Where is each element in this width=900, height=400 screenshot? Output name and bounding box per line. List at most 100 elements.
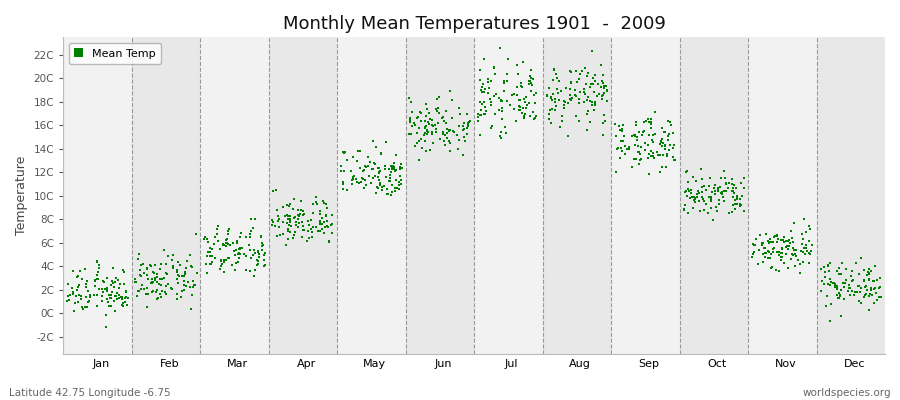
Point: [545, 77, 560, 83]
Point: [215, 241, 230, 248]
Point: [221, 241, 236, 248]
Point: [306, 201, 320, 207]
Point: [685, 194, 699, 200]
Point: [771, 268, 786, 274]
Point: [120, 302, 134, 308]
Point: [767, 244, 781, 251]
Point: [572, 71, 587, 78]
Point: [386, 166, 400, 172]
Point: [320, 223, 335, 230]
Point: [286, 196, 301, 202]
Point: [472, 77, 487, 83]
Point: [176, 273, 190, 279]
Point: [796, 216, 811, 222]
Point: [726, 182, 741, 188]
Point: [254, 234, 268, 240]
Point: [785, 251, 799, 258]
Point: [218, 257, 232, 263]
Point: [430, 105, 445, 111]
Point: [62, 296, 77, 303]
Point: [540, 93, 554, 99]
Point: [845, 277, 859, 284]
Point: [663, 142, 678, 148]
Point: [850, 283, 865, 289]
Point: [763, 239, 778, 245]
Point: [862, 293, 877, 300]
Point: [418, 130, 432, 136]
Point: [796, 259, 810, 265]
Point: [513, 97, 527, 103]
Point: [520, 102, 535, 109]
Point: [526, 76, 540, 82]
Point: [737, 185, 751, 191]
Point: [309, 199, 323, 206]
Point: [581, 70, 596, 76]
Point: [661, 137, 675, 144]
Point: [256, 242, 270, 248]
Point: [747, 249, 761, 256]
Point: [646, 150, 661, 156]
Point: [598, 83, 613, 90]
Point: [132, 251, 147, 258]
Point: [283, 229, 297, 235]
Point: [544, 106, 559, 112]
Point: [112, 295, 127, 301]
Point: [644, 152, 658, 159]
Point: [781, 265, 796, 271]
Point: [102, 302, 116, 309]
Point: [144, 280, 158, 286]
Point: [688, 198, 702, 205]
Point: [500, 129, 514, 136]
Point: [148, 276, 163, 283]
Point: [823, 260, 837, 266]
Point: [713, 183, 727, 190]
Point: [641, 142, 655, 148]
Point: [656, 140, 670, 146]
Point: [679, 169, 693, 176]
Point: [200, 270, 214, 276]
Point: [524, 67, 538, 73]
Point: [316, 198, 330, 205]
Point: [418, 118, 432, 124]
Point: [647, 109, 662, 115]
Point: [872, 285, 886, 291]
Point: [762, 239, 777, 246]
Point: [413, 136, 428, 142]
Title: Monthly Mean Temperatures 1901  -  2009: Monthly Mean Temperatures 1901 - 2009: [283, 15, 665, 33]
Point: [588, 78, 602, 84]
Point: [590, 81, 605, 88]
Point: [514, 83, 528, 90]
Point: [441, 128, 455, 134]
Point: [443, 126, 457, 133]
Point: [99, 324, 113, 330]
Bar: [748, 37, 816, 354]
Point: [730, 201, 744, 207]
Point: [717, 198, 732, 204]
Point: [859, 283, 873, 289]
Point: [243, 216, 257, 222]
Point: [779, 244, 794, 250]
Point: [283, 212, 297, 219]
Point: [71, 282, 86, 288]
Point: [140, 266, 154, 272]
Point: [392, 178, 406, 185]
Point: [563, 68, 578, 74]
Point: [104, 294, 118, 301]
Point: [826, 280, 841, 286]
Point: [833, 291, 848, 298]
Point: [111, 276, 125, 283]
Point: [254, 233, 268, 240]
Point: [580, 127, 594, 134]
Point: [355, 175, 369, 181]
Point: [361, 163, 375, 169]
Point: [389, 176, 403, 183]
Point: [655, 124, 670, 131]
Point: [554, 118, 569, 124]
Point: [402, 119, 417, 126]
Point: [772, 248, 787, 255]
Point: [146, 288, 160, 294]
Point: [695, 188, 709, 195]
Point: [518, 105, 533, 111]
Point: [616, 133, 631, 140]
Point: [235, 245, 249, 251]
